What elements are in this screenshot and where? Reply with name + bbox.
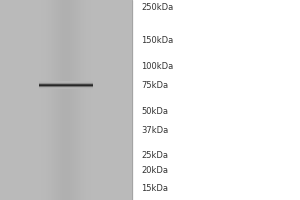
Text: 25kDa: 25kDa bbox=[141, 151, 168, 160]
Text: 250kDa: 250kDa bbox=[141, 3, 173, 12]
Text: 100kDa: 100kDa bbox=[141, 62, 173, 71]
Text: 37kDa: 37kDa bbox=[141, 126, 168, 135]
Text: 75kDa: 75kDa bbox=[141, 81, 168, 90]
Text: 150kDa: 150kDa bbox=[141, 36, 173, 45]
Bar bbox=[0, 0, 132, 200]
Text: 20kDa: 20kDa bbox=[141, 166, 168, 175]
Text: 15kDa: 15kDa bbox=[141, 184, 168, 193]
Text: 50kDa: 50kDa bbox=[141, 107, 168, 116]
